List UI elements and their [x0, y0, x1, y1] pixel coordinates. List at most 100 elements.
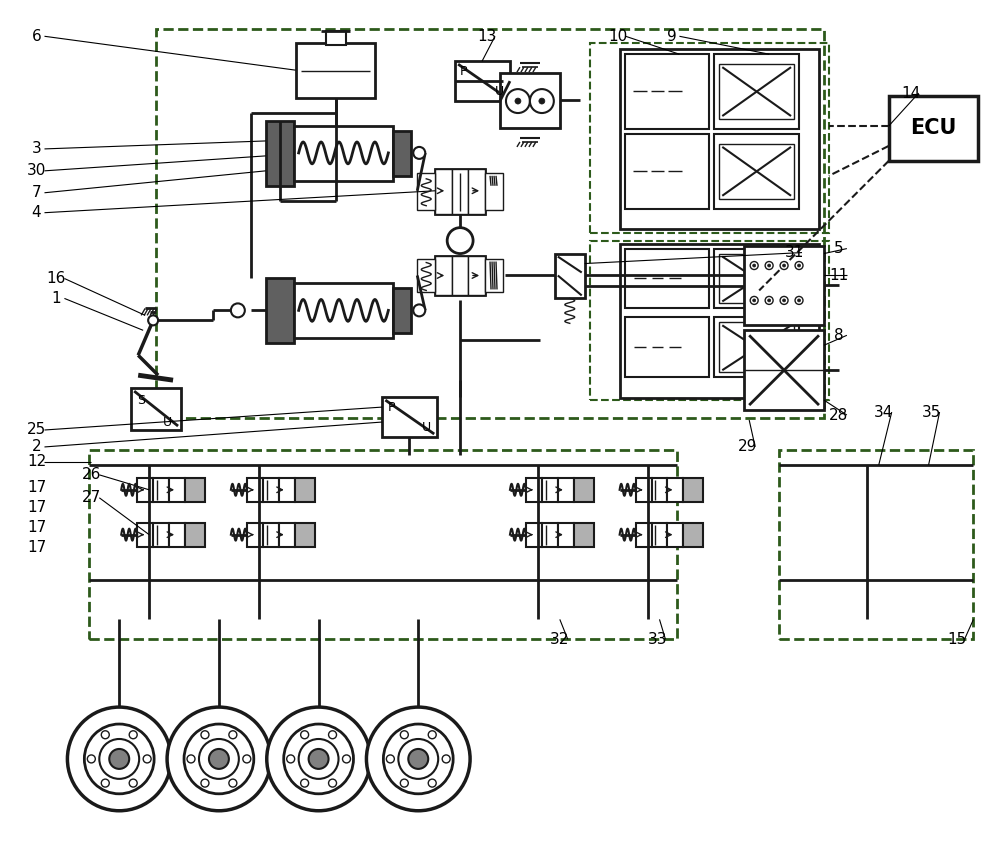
Text: 16: 16	[47, 271, 66, 286]
Circle shape	[201, 731, 209, 739]
Bar	[247, 478, 263, 502]
Bar	[719, 323, 794, 372]
Bar	[889, 96, 978, 160]
Circle shape	[783, 264, 786, 267]
Text: 8: 8	[834, 328, 844, 343]
Bar	[185, 478, 205, 502]
Bar	[625, 134, 709, 208]
Bar	[468, 256, 485, 295]
Bar	[382, 397, 437, 437]
Text: 17: 17	[27, 541, 46, 555]
Circle shape	[167, 707, 271, 811]
Bar	[542, 478, 558, 502]
Text: 13: 13	[477, 29, 497, 44]
Bar	[558, 478, 574, 502]
Text: 28: 28	[829, 408, 849, 422]
Circle shape	[428, 731, 436, 739]
Circle shape	[243, 755, 251, 763]
Bar	[636, 478, 652, 502]
Bar	[719, 64, 794, 119]
Bar	[279, 478, 295, 502]
Circle shape	[209, 749, 229, 769]
Bar	[393, 288, 411, 333]
Bar	[555, 254, 585, 299]
Text: U: U	[422, 420, 431, 433]
Circle shape	[329, 731, 337, 739]
Circle shape	[101, 779, 109, 787]
Circle shape	[299, 739, 339, 779]
Bar	[574, 478, 594, 502]
Bar	[435, 256, 452, 295]
Circle shape	[780, 262, 788, 269]
Bar	[153, 478, 169, 502]
Bar	[417, 258, 435, 293]
Circle shape	[366, 707, 470, 811]
Text: 17: 17	[27, 520, 46, 535]
Bar	[683, 478, 703, 502]
Circle shape	[229, 779, 237, 787]
Bar	[714, 54, 799, 129]
Bar	[500, 73, 560, 128]
Text: 5: 5	[834, 241, 844, 256]
Bar	[435, 169, 485, 214]
Bar	[719, 144, 794, 199]
Bar	[247, 523, 263, 547]
Bar	[137, 523, 153, 547]
Text: P: P	[387, 401, 395, 414]
Circle shape	[398, 739, 438, 779]
Circle shape	[143, 755, 151, 763]
Bar	[169, 478, 185, 502]
Circle shape	[447, 227, 473, 254]
Circle shape	[229, 731, 237, 739]
Text: 7: 7	[32, 185, 41, 200]
Circle shape	[780, 296, 788, 305]
Circle shape	[765, 296, 773, 305]
Circle shape	[539, 98, 545, 104]
Circle shape	[383, 724, 453, 794]
Text: 17: 17	[27, 500, 46, 516]
Circle shape	[442, 755, 450, 763]
Circle shape	[343, 755, 350, 763]
Circle shape	[515, 98, 521, 104]
Bar	[542, 523, 558, 547]
Bar	[590, 43, 829, 233]
Bar	[263, 523, 279, 547]
Bar	[485, 258, 503, 293]
Bar	[744, 330, 824, 410]
Bar	[452, 169, 468, 214]
Bar	[625, 317, 709, 378]
Bar	[526, 478, 542, 502]
Circle shape	[184, 724, 254, 794]
Bar	[714, 134, 799, 208]
Text: 26: 26	[82, 468, 101, 482]
Circle shape	[783, 299, 786, 302]
Circle shape	[301, 731, 309, 739]
Circle shape	[129, 779, 137, 787]
Bar	[266, 279, 294, 343]
Bar	[295, 523, 315, 547]
Bar	[452, 256, 468, 295]
Circle shape	[201, 779, 209, 787]
Bar	[714, 317, 799, 378]
Text: 4: 4	[32, 205, 41, 221]
Bar	[590, 240, 829, 400]
Bar	[266, 121, 294, 186]
Text: 30: 30	[27, 163, 46, 178]
Bar	[169, 523, 185, 547]
Circle shape	[506, 89, 530, 113]
Circle shape	[84, 724, 154, 794]
Circle shape	[148, 316, 158, 325]
Bar	[295, 478, 315, 502]
Text: 12: 12	[27, 455, 46, 469]
Circle shape	[798, 299, 801, 302]
Bar	[89, 450, 677, 639]
Bar	[468, 169, 485, 214]
Text: 6: 6	[32, 29, 41, 44]
Bar	[185, 523, 205, 547]
Bar	[714, 249, 799, 308]
Circle shape	[386, 755, 394, 763]
Circle shape	[129, 731, 137, 739]
Bar	[153, 523, 169, 547]
Text: 11: 11	[829, 268, 849, 283]
Text: 35: 35	[922, 405, 941, 420]
